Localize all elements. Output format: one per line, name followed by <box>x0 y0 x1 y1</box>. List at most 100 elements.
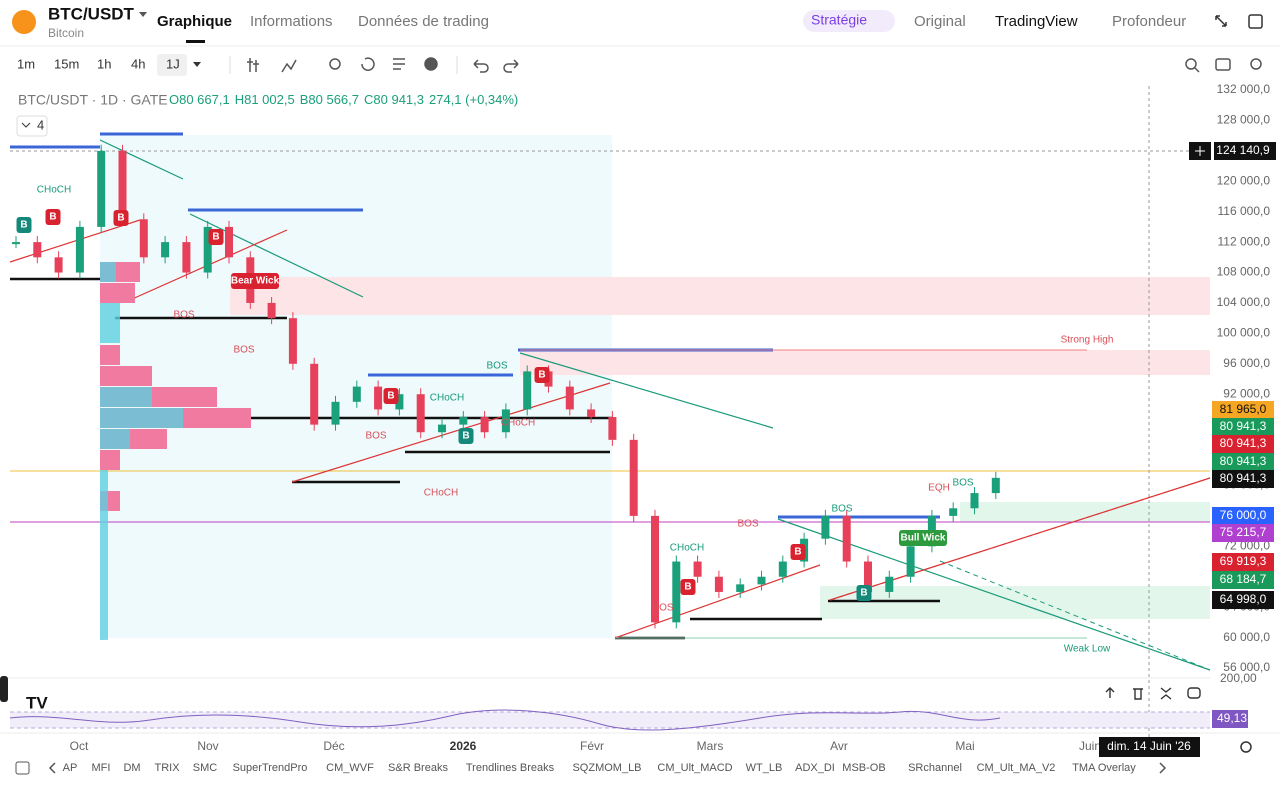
interval[interactable]: 1J <box>166 56 180 71</box>
candle <box>480 417 489 433</box>
indicator[interactable]: MSB-OB <box>842 762 885 774</box>
indicator[interactable]: ADX_DI <box>795 762 835 774</box>
tab[interactable]: Données de trading <box>358 13 489 30</box>
price-tag <box>1212 553 1274 571</box>
expand-icon[interactable] <box>1215 15 1227 27</box>
interval[interactable]: 15m <box>54 56 79 71</box>
structure-label: BOS <box>173 310 194 321</box>
price-tick-label: 112 000,0 <box>1218 234 1271 248</box>
calendar-icon[interactable] <box>15 761 30 775</box>
candle <box>736 584 745 592</box>
indicator[interactable]: DM <box>123 762 140 774</box>
price-tick-label: 96 000,0 <box>1223 356 1270 370</box>
indicator[interactable]: CM_WVF <box>326 762 374 774</box>
candle <box>714 576 723 592</box>
candle <box>118 150 127 220</box>
candle <box>864 561 872 592</box>
badge <box>790 544 806 560</box>
candle <box>182 242 191 273</box>
candle <box>949 508 958 516</box>
pane-controls[interactable] <box>1105 687 1201 700</box>
price-tick-label: 116 000,0 <box>1218 204 1271 218</box>
view-option[interactable]: Original <box>914 13 966 30</box>
indicator[interactable]: WT_LB <box>746 762 783 774</box>
badge <box>680 579 696 595</box>
interval[interactable]: 1h <box>97 56 111 71</box>
badge-label: B <box>387 391 394 402</box>
tab[interactable]: Graphique <box>157 13 232 30</box>
price-tag <box>1212 507 1274 525</box>
candle <box>651 515 659 623</box>
view-option[interactable]: TradingView <box>995 13 1078 30</box>
structure-label: BOS <box>652 603 673 614</box>
strategy-pill[interactable] <box>803 10 895 32</box>
candle <box>842 515 851 562</box>
candle <box>501 409 510 433</box>
indicator[interactable]: CM_Ult_MA_V2 <box>977 762 1056 774</box>
badge <box>458 428 474 444</box>
caret[interactable] <box>139 12 147 17</box>
indicator[interactable]: SRchannel <box>908 762 962 774</box>
structure-label: CHoCH <box>37 185 71 196</box>
toolbar-icons[interactable] <box>247 57 1262 73</box>
scroll-arrows[interactable] <box>48 762 1167 774</box>
tv-logo: TV <box>26 693 48 712</box>
interval[interactable]: 4h <box>131 56 145 71</box>
interval-caret[interactable] <box>193 62 201 67</box>
candle <box>587 409 596 418</box>
rsi-band <box>10 712 1210 728</box>
badge <box>856 585 872 601</box>
price-tag <box>1212 401 1274 419</box>
indicator[interactable]: TMA Overlay <box>1072 762 1136 774</box>
indicator[interactable]: SMC <box>193 762 218 774</box>
structure-label: CHoCH <box>430 393 464 404</box>
candle <box>33 242 42 258</box>
indicator[interactable]: S&R Breaks <box>388 762 448 774</box>
indicator[interactable]: AP <box>63 762 78 774</box>
indicator[interactable]: MFI <box>92 762 111 774</box>
interval[interactable]: 1m <box>17 56 35 71</box>
ohlc-value: 274,1 (+0,34%) <box>429 92 518 107</box>
badge <box>113 210 129 226</box>
badge <box>16 217 32 233</box>
price-tag <box>1212 470 1274 488</box>
candle <box>395 394 404 410</box>
indicator[interactable]: CM_Ult_MACD <box>657 762 732 774</box>
symbol[interactable]: BTC/USDT <box>48 4 135 23</box>
settings-icon[interactable] <box>1240 741 1252 753</box>
pane-handle[interactable] <box>0 676 8 702</box>
indicator[interactable]: SuperTrendPro <box>233 762 308 774</box>
candle <box>416 394 425 433</box>
price-tag-label: 69 919,3 <box>1220 554 1267 568</box>
price-tag-label: 68 184,7 <box>1220 572 1267 586</box>
candle <box>565 386 574 410</box>
candle <box>821 515 830 539</box>
badge-label: B <box>462 431 469 442</box>
indicator[interactable]: Trendlines Breaks <box>466 762 555 774</box>
badge-label: B <box>117 213 124 224</box>
structure-label: CHoCH <box>424 488 458 499</box>
collapsed-count[interactable]: 4 <box>37 117 44 132</box>
candle <box>970 493 979 509</box>
candle <box>161 242 170 258</box>
rsi-axis-label: 200,00 <box>1220 671 1257 685</box>
indicator[interactable]: SQZMOM_LB <box>572 762 641 774</box>
price-tag-label: 80 941,3 <box>1220 454 1267 468</box>
view-option[interactable]: Profondeur <box>1112 13 1186 30</box>
crosshair-plus <box>1195 146 1205 156</box>
candle <box>629 439 638 516</box>
price-tick-label: 120 000,0 <box>1217 173 1271 187</box>
tab[interactable]: Informations <box>250 13 333 30</box>
collapse-icon[interactable] <box>21 122 31 128</box>
strategy[interactable]: Stratégie <box>811 12 867 28</box>
indicator[interactable]: TRIX <box>154 762 180 774</box>
window-icon[interactable] <box>1248 14 1263 29</box>
candle <box>757 576 766 585</box>
structure-label: Weak Low <box>1064 644 1111 655</box>
price-tag-label: 80 941,3 <box>1220 419 1267 433</box>
candle <box>139 219 148 258</box>
collapse-box[interactable] <box>16 115 48 137</box>
candle <box>459 417 468 425</box>
badge-label: B <box>684 582 691 593</box>
